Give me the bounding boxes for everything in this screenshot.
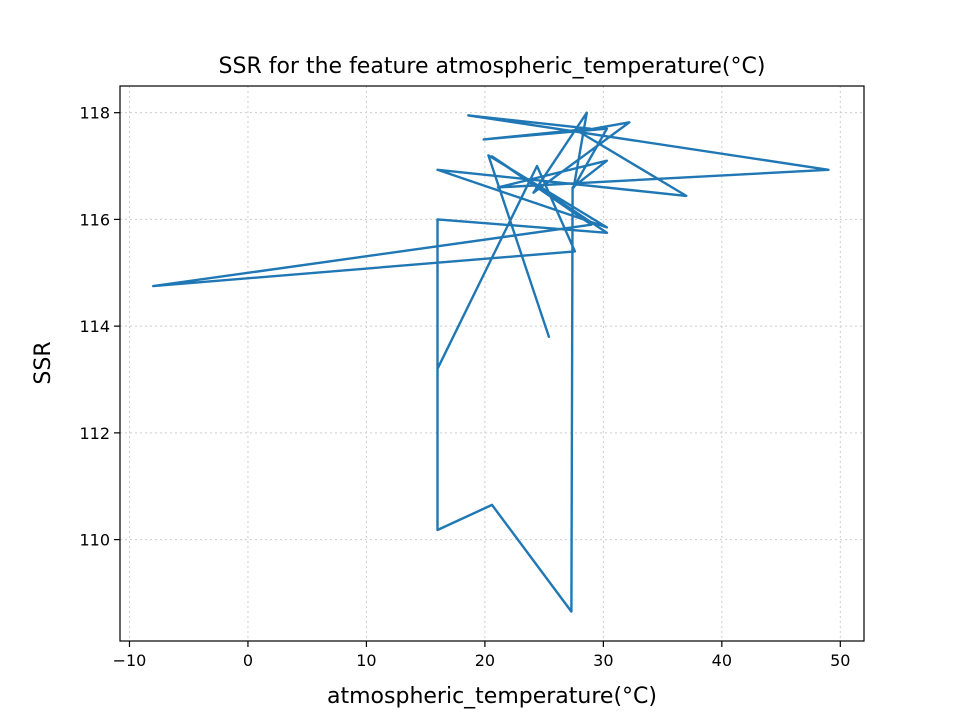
x-tick-label: 0: [243, 651, 253, 670]
series-layer: [151, 111, 830, 613]
y-tick-label: 116: [79, 210, 110, 229]
y-tick-label: 112: [79, 424, 110, 443]
y-tick-label: 114: [79, 317, 110, 336]
x-axis-label: atmospheric_temperature(°C): [327, 684, 657, 709]
y-axis-label: SSR: [31, 341, 56, 384]
x-tick-label: 10: [356, 651, 376, 670]
y-tick-label: 110: [79, 531, 110, 550]
x-tick-label: 50: [830, 651, 850, 670]
x-tick-label: 20: [475, 651, 495, 670]
x-tick-label: 40: [712, 651, 732, 670]
plot-frame: [119, 85, 865, 642]
chart-title: SSR for the feature atmospheric_temperat…: [219, 54, 766, 79]
x-tick-label: 30: [593, 651, 613, 670]
y-tick-label: 118: [79, 104, 110, 123]
grid: [120, 86, 864, 641]
x-tick-label: −10: [113, 651, 147, 670]
series-line: [151, 111, 830, 613]
ticks: −10 0 10 20 30 40 50 110 112 114 116 118: [79, 104, 850, 670]
